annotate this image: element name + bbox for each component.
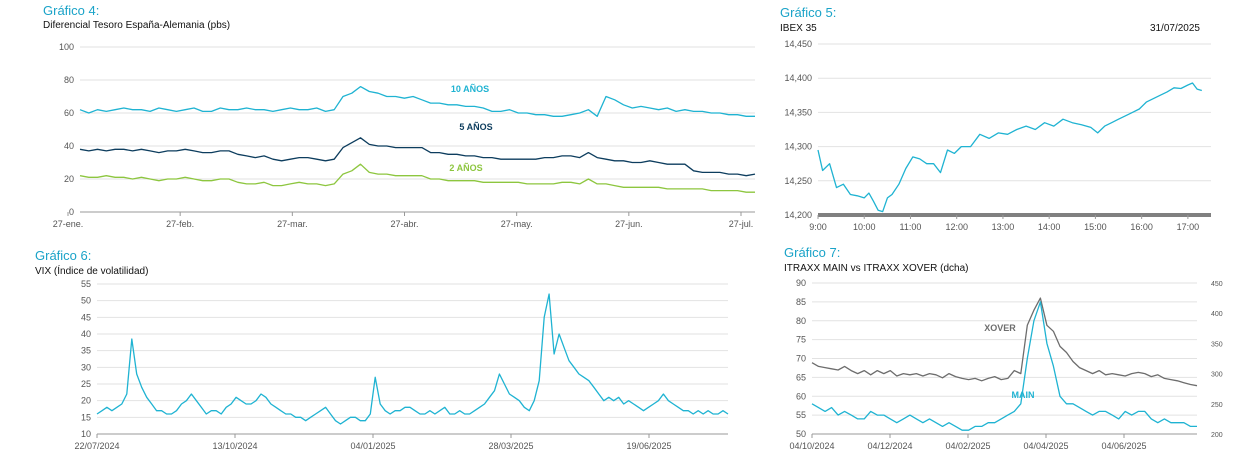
chart5-xtick-label: 16:00 <box>1130 222 1153 232</box>
chart4-ytick-label: 20 <box>64 174 74 184</box>
chart5-ytick-label: 14,400 <box>784 73 812 83</box>
chart7-y2tick-label: 350 <box>1211 341 1223 348</box>
chart7-xtick-label: 04/06/2025 <box>1101 441 1146 451</box>
chart7-title: Gráfico 7: <box>784 245 840 260</box>
chart6-xtick-label: 13/10/2024 <box>212 441 257 451</box>
chart7-ytick-label: 50 <box>796 429 806 439</box>
chart7-series-line <box>811 301 1197 431</box>
chart5-xtick-label: 17:00 <box>1177 222 1200 232</box>
chart6-subtitle: VIX (Índice de volatilidad) <box>35 264 148 277</box>
chart6-xtick-label: 04/01/2025 <box>350 441 395 451</box>
chart5-xtick-label: 11:00 <box>900 222 922 232</box>
chart-vix: Gráfico 6: VIX (Índice de volatilidad) 1… <box>35 248 729 451</box>
chart6-ytick-label: 50 <box>81 296 91 306</box>
chart7-y2tick-label: 450 <box>1211 281 1223 288</box>
chart4-ytick-label: 80 <box>64 75 74 85</box>
chart7-series-label: XOVER <box>984 323 1016 333</box>
chart5-ytick-label: 14,200 <box>784 210 812 220</box>
chart6-ytick-label: 25 <box>81 379 91 389</box>
chart7-ytick-label: 85 <box>796 297 806 307</box>
chart6-ytick-label: 30 <box>81 362 91 372</box>
chart4-xtick-label: 27-jun. <box>615 219 643 229</box>
chart7-y2tick-label: 300 <box>1211 372 1223 379</box>
chart5-xtick-label: 15:00 <box>1084 222 1107 232</box>
chart4-series-label: 5 AÑOS <box>459 122 492 132</box>
chart5-ytick-label: 14,450 <box>784 39 812 49</box>
chart7-y2tick-label: 400 <box>1211 311 1223 318</box>
chart6-series-line <box>96 293 729 425</box>
chart4-xtick-label: 27-may. <box>501 219 533 229</box>
chart4-series-line <box>79 163 755 193</box>
chart4-series-line <box>79 137 756 177</box>
chart7-xtick-label: 04/04/2025 <box>1023 441 1068 451</box>
chart4-xtick-label: 27-mar. <box>277 219 308 229</box>
chart7-ytick-label: 60 <box>796 391 806 401</box>
chart4-ytick-label: 100 <box>59 42 74 52</box>
chart4-xtick-label: 27-feb. <box>166 219 194 229</box>
chart4-series-line <box>79 85 755 117</box>
chart5-subtitle: IBEX 35 <box>780 23 817 34</box>
chart-spread-tesoro: Gráfico 4: Diferencial Tesoro España-Ale… <box>43 3 756 229</box>
chart5-xtick-label: 12:00 <box>945 222 968 232</box>
chart6-ytick-label: 40 <box>81 329 91 339</box>
chart5-xtick-label: 13:00 <box>992 222 1015 232</box>
chart6-xtick-label: 28/03/2025 <box>488 441 533 451</box>
chart7-ytick-label: 90 <box>796 278 806 288</box>
chart6-ytick-label: 20 <box>81 396 91 406</box>
chart7-y2tick-label: 200 <box>1211 432 1223 439</box>
chart5-ytick-label: 14,300 <box>784 142 812 152</box>
chart7-ytick-label: 80 <box>796 316 806 326</box>
chart7-ytick-label: 75 <box>796 335 806 345</box>
chart7-ytick-label: 55 <box>796 410 806 420</box>
chart7-xtick-label: 04/10/2024 <box>789 441 834 451</box>
chart5-series-line <box>817 82 1202 213</box>
chart7-y2tick-label: 250 <box>1211 402 1223 409</box>
chart6-ytick-label: 55 <box>81 279 91 289</box>
chart-itraxx: Gráfico 7: ITRAXX MAIN vs ITRAXX XOVER (… <box>784 245 1223 451</box>
chart6-xtick-label: 19/06/2025 <box>626 441 671 451</box>
chart-ibex35: Gráfico 5: IBEX 35 31/07/2025 14,200 14,2… <box>780 5 1211 232</box>
chart4-xtick-label: 27-jul. <box>729 219 754 229</box>
chart5-ytick-label: 14,250 <box>784 176 812 186</box>
chart6-title: Gráfico 6: <box>35 248 91 263</box>
chart7-subtitle: ITRAXX MAIN vs ITRAXX XOVER (dcha) <box>784 263 968 274</box>
chart5-xtick-label: 10:00 <box>853 222 876 232</box>
chart4-subtitle: Diferencial Tesoro España-Alemania (pbs) <box>43 20 230 31</box>
chart4-series-label: 2 AÑOS <box>449 163 482 173</box>
chart7-ytick-label: 65 <box>796 372 806 382</box>
chart5-title: Gráfico 5: <box>780 5 836 20</box>
chart6-ytick-label: 10 <box>81 429 91 439</box>
chart4-ytick-label: 60 <box>64 108 74 118</box>
chart5-xtick-label: 14:00 <box>1038 222 1061 232</box>
chart5-date: 31/07/2025 <box>1150 23 1200 34</box>
chart4-ytick-label: 40 <box>64 141 74 151</box>
chart7-series-line <box>811 297 1198 387</box>
chart4-ytick-label: 0 <box>69 207 74 217</box>
chart6-ytick-label: 45 <box>81 312 91 322</box>
chart4-series-label: 10 AÑOS <box>451 84 489 94</box>
chart4-xtick-label: 27-abr. <box>390 219 418 229</box>
chart7-xtick-label: 04/12/2024 <box>867 441 912 451</box>
chart4-xtick-label: 27-ene. <box>53 219 84 229</box>
chart6-xtick-label: 22/07/2024 <box>74 441 119 451</box>
chart5-xtick-label: 9:00 <box>809 222 827 232</box>
chart6-ytick-label: 35 <box>81 346 91 356</box>
chart7-xtick-label: 04/02/2025 <box>945 441 990 451</box>
chart6-ytick-label: 15 <box>81 412 91 422</box>
chart7-ytick-label: 70 <box>796 354 806 364</box>
chart7-series-label: MAIN <box>1012 390 1035 400</box>
chart5-ytick-label: 14,350 <box>784 107 812 117</box>
chart4-title: Gráfico 4: <box>43 3 99 18</box>
